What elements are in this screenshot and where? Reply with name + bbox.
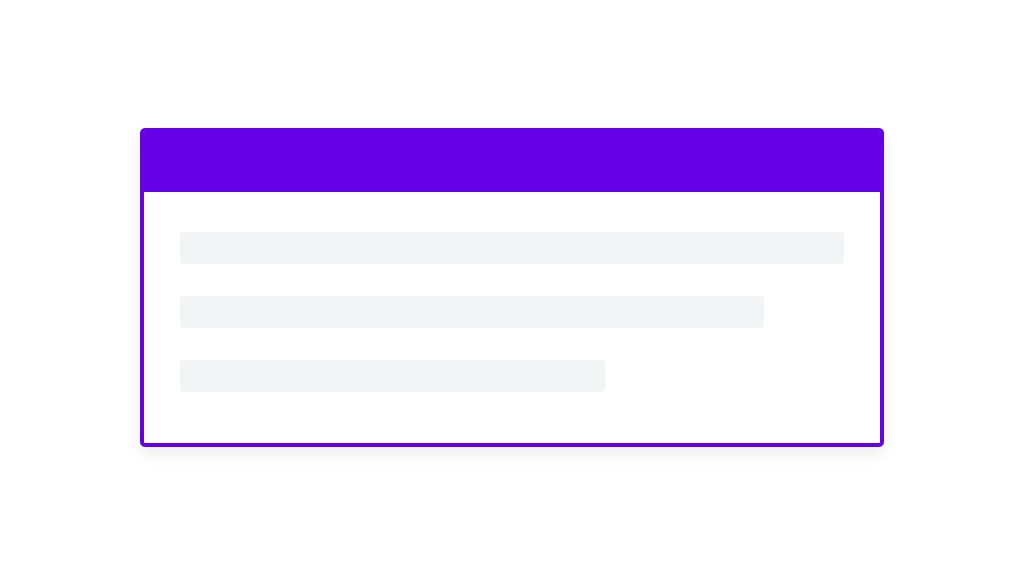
loading-card	[140, 128, 884, 447]
card-header	[144, 132, 880, 192]
skeleton-line-1	[180, 232, 844, 264]
skeleton-line-3	[180, 360, 605, 392]
skeleton-line-2	[180, 296, 764, 328]
